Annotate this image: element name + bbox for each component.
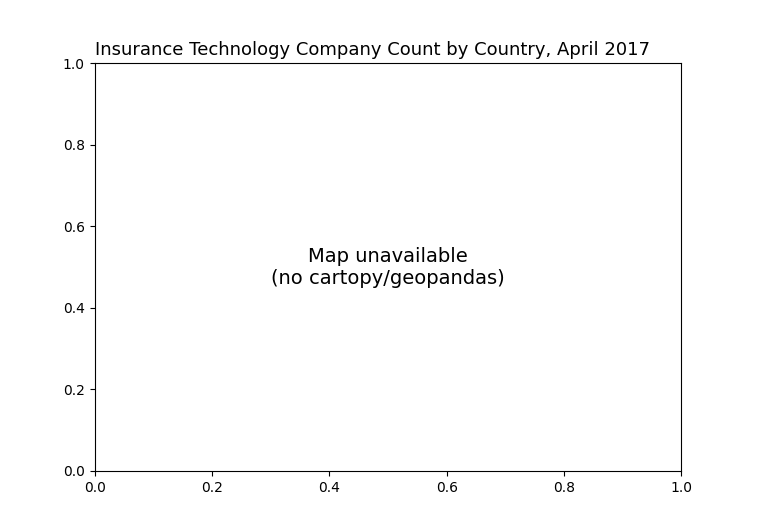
Text: Map unavailable
(no cartopy/geopandas): Map unavailable (no cartopy/geopandas) [271, 247, 505, 288]
Text: Insurance Technology Company Count by Country, April 2017: Insurance Technology Company Count by Co… [95, 41, 650, 59]
